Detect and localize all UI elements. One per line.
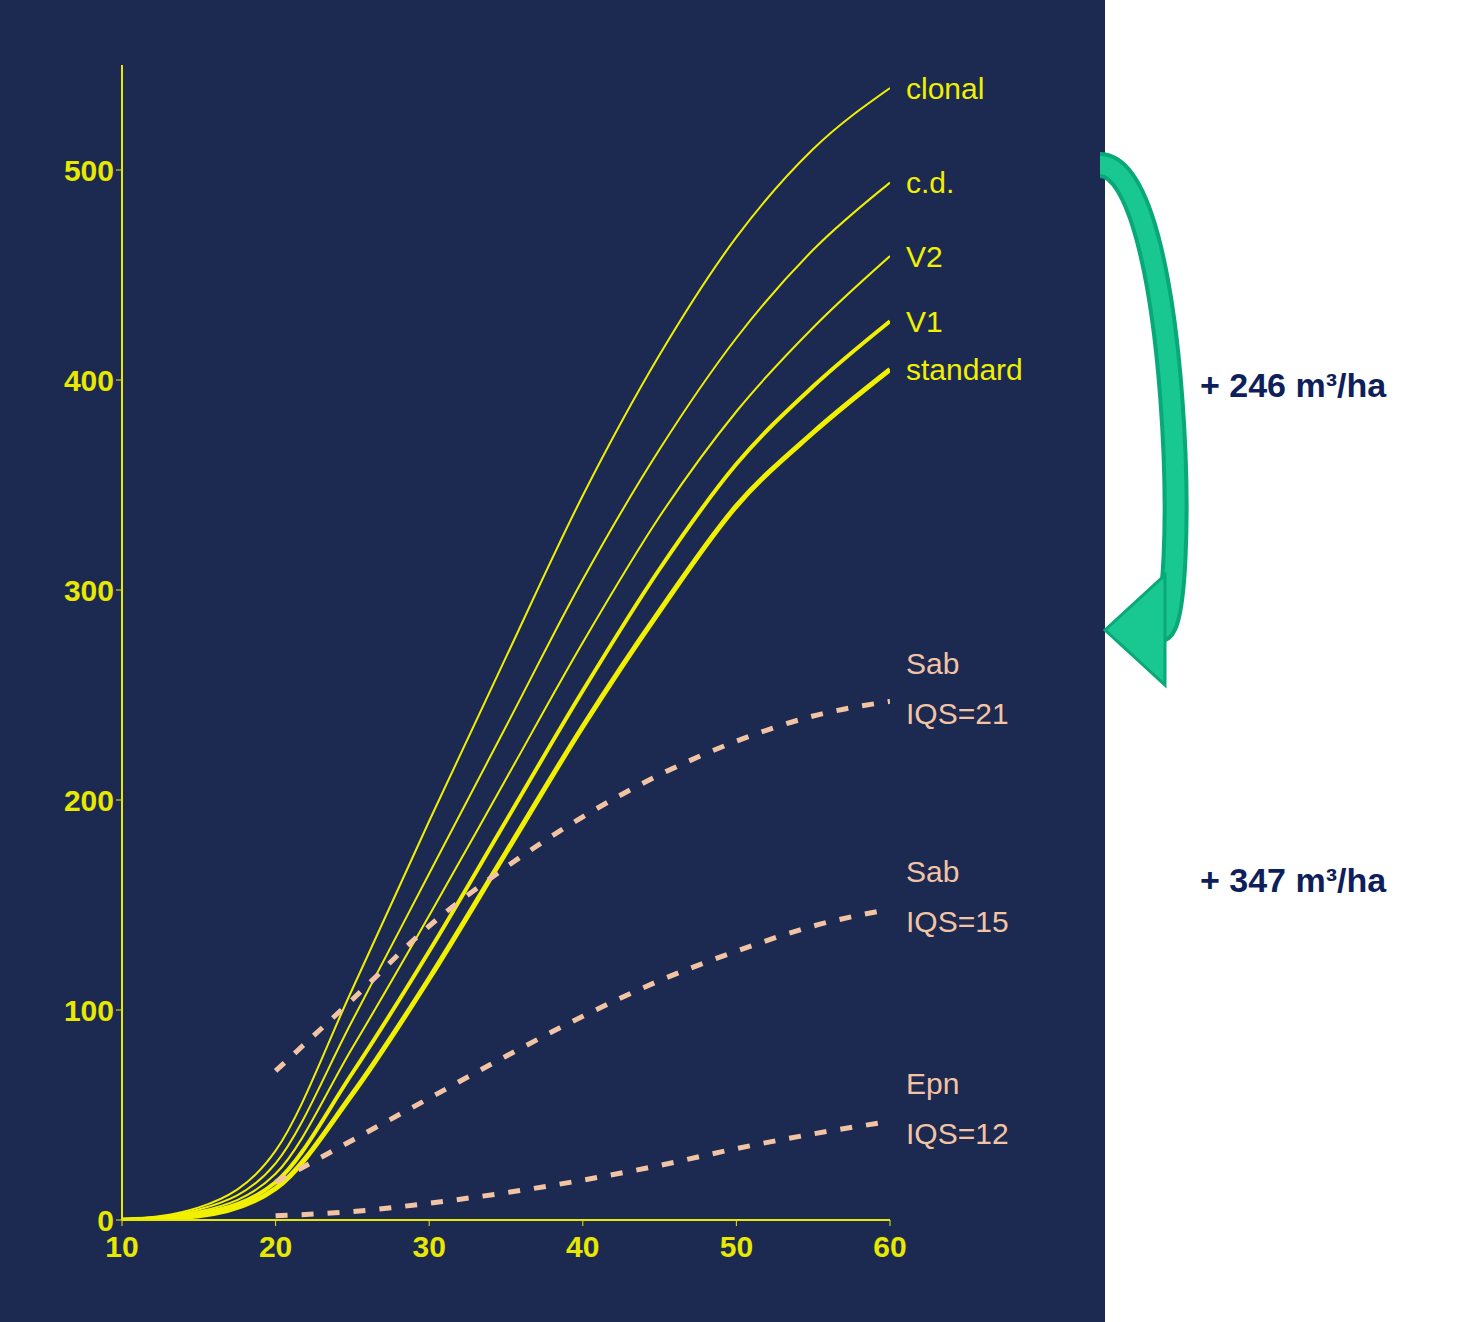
svg-text:30: 30 — [413, 1230, 446, 1263]
svg-text:500: 500 — [64, 154, 114, 187]
svg-text:V2: V2 — [906, 240, 943, 273]
svg-text:40: 40 — [566, 1230, 599, 1263]
svg-text:20: 20 — [259, 1230, 292, 1263]
svg-text:IQS=12: IQS=12 — [906, 1117, 1009, 1150]
svg-text:0: 0 — [97, 1204, 114, 1237]
html-text:+ 347 m³/ha: + 347 m³/ha — [1200, 861, 1387, 899]
svg-text:IQS=15: IQS=15 — [906, 905, 1009, 938]
svg-text:100: 100 — [64, 994, 114, 1027]
svg-text:V1: V1 — [906, 305, 943, 338]
svg-text:Sab: Sab — [906, 855, 959, 888]
svg-text:IQS=21: IQS=21 — [906, 697, 1009, 730]
svg-text:200: 200 — [64, 784, 114, 817]
svg-text:60: 60 — [873, 1230, 906, 1263]
svg-text:50: 50 — [720, 1230, 753, 1263]
svg-text:300: 300 — [64, 574, 114, 607]
svg-text:c.d.: c.d. — [906, 166, 954, 199]
svg-text:standard: standard — [906, 353, 1023, 386]
svg-text:Sab: Sab — [906, 647, 959, 680]
svg-text:clonal: clonal — [906, 72, 984, 105]
svg-text:400: 400 — [64, 364, 114, 397]
svg-text:10: 10 — [105, 1230, 139, 1264]
html-text:+ 246 m³/ha: + 246 m³/ha — [1200, 366, 1387, 404]
svg-text:Epn: Epn — [906, 1067, 959, 1100]
